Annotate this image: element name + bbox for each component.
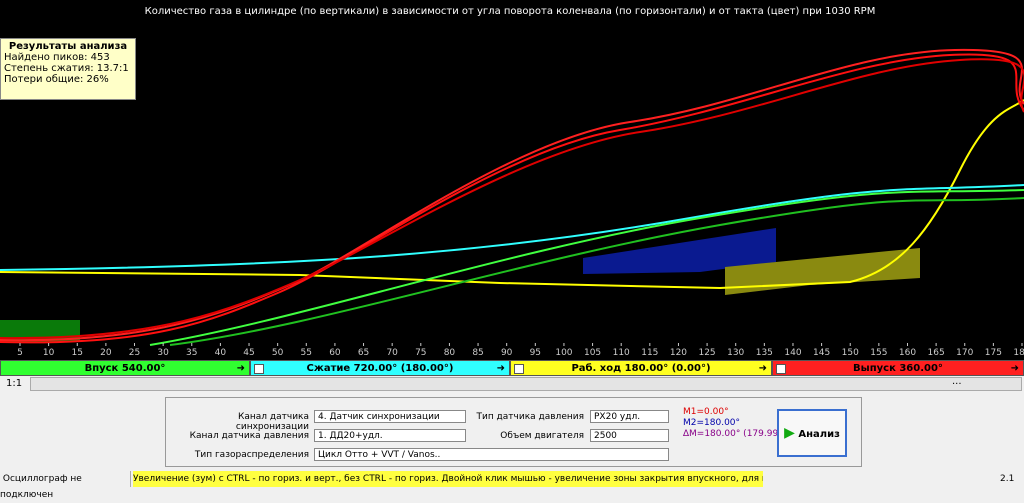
x-tick-label: 80 — [444, 348, 456, 358]
x-tick-label: 65 — [358, 348, 369, 358]
x-tick-label: 135 — [756, 348, 773, 358]
x-tick-label: 5 — [17, 348, 23, 358]
phase-label: Впуск 540.00° — [84, 363, 166, 374]
label: Тип датчика давления — [476, 412, 584, 422]
x-tick-label: 170 — [956, 348, 973, 358]
curve — [0, 53, 1024, 344]
marker: M2=180.00° — [683, 418, 741, 428]
select[interactable]: Цикл Отто + VVT / Vanos.. — [314, 448, 669, 461]
version: 2.1 — [1000, 474, 1015, 484]
analyze-button[interactable]: ▶ Анализ — [777, 409, 847, 457]
x-tick-label: 180 — [1013, 348, 1024, 358]
analysis-line: Найдено пиков: 453 — [4, 52, 110, 63]
x-tick-label: 60 — [329, 348, 341, 358]
x-tick-label: 15 — [72, 348, 83, 358]
label: Тип газораспределения — [194, 450, 309, 460]
x-tick-label: 85 — [472, 348, 483, 358]
status-text: Осциллограф не подключен — [0, 474, 82, 500]
x-tick-label: 165 — [928, 348, 945, 358]
zone — [583, 228, 776, 274]
x-tick-label: 140 — [784, 348, 801, 358]
x-tick-label: 115 — [641, 348, 658, 358]
marker: ∆M=180.00° (179.99°) — [683, 429, 787, 439]
x-tick-label: 25 — [129, 348, 140, 358]
select[interactable]: 1. ДД20+удл. — [314, 429, 466, 442]
phase-tab[interactable]: Сжатие 720.00° (180.00°) ➜ — [250, 360, 510, 376]
label: Канал датчика синхронизации — [235, 412, 309, 432]
x-tick-label: 145 — [813, 348, 830, 358]
phase-tab[interactable]: Раб. ход 180.00° (0.00°) ➜ — [510, 360, 772, 376]
phase-tab[interactable]: Выпуск 360.00° ➜ — [772, 360, 1024, 376]
chart-bg — [0, 0, 1024, 360]
curve — [0, 48, 1024, 342]
curve — [0, 99, 1024, 290]
status-left: Осциллограф не подключен — [0, 471, 131, 500]
x-tick-label: 30 — [157, 348, 169, 358]
x-tick-label: 160 — [899, 348, 916, 358]
phase-label: Сжатие 720.00° (180.00°) — [306, 363, 454, 374]
zone — [725, 248, 920, 295]
x-tick-label: 50 — [272, 348, 284, 358]
x-tick-label: 90 — [501, 348, 513, 358]
curve — [0, 184, 1024, 271]
curve — [169, 197, 1024, 346]
curves — [0, 48, 1024, 346]
select[interactable]: PX20 удл. — [590, 410, 669, 423]
scroll-dots[interactable]: ... — [952, 376, 962, 387]
x-tick-label: 40 — [215, 348, 227, 358]
label: Объем двигателя — [500, 431, 584, 441]
status-hint: Увеличение (зум) с CTRL - по гориз. и ве… — [133, 471, 763, 487]
phase-tab[interactable]: Впуск 540.00° ➜ — [0, 360, 250, 376]
x-tick-label: 175 — [985, 348, 1002, 358]
x-tick-label: 100 — [555, 348, 572, 358]
x-tick-label: 155 — [870, 348, 887, 358]
marker: M1=0.00° — [683, 407, 729, 417]
curve — [149, 189, 1024, 346]
x-tick-label: 130 — [727, 348, 744, 358]
phase-label: Выпуск 360.00° — [853, 363, 943, 374]
x-tick-label: 20 — [100, 348, 112, 358]
x-tick-label: 55 — [301, 348, 312, 358]
x-tick-label: 45 — [243, 348, 254, 358]
x-axis: 5 10 15 20 25 30 35 40 45 50 55 60 65 70 75 80 85 90 95 100… — [17, 343, 1024, 358]
chart: Количество газа в цилиндре (по вертикали… — [0, 0, 1024, 360]
analysis-line: Потери общие: 26% — [4, 74, 109, 85]
x-tick-label: 70 — [386, 348, 398, 358]
label: Канал датчика давления — [189, 431, 309, 441]
x-tick-label: 120 — [670, 348, 687, 358]
analysis-title: Результаты анализа — [8, 41, 128, 52]
x-tick-label: 10 — [43, 348, 55, 358]
scrollbar[interactable] — [30, 377, 1022, 391]
settings-panel: Канал датчика синхронизации 4. Датчик си… — [165, 397, 862, 467]
zoom-label: 1:1 — [6, 378, 23, 389]
button-label: Анализ — [798, 429, 840, 440]
x-tick-label: 110 — [613, 348, 630, 358]
analysis-box: Результаты анализа Найдено пиков: 453 Ст… — [0, 38, 136, 100]
select[interactable]: 2500 — [590, 429, 669, 442]
select[interactable]: 4. Датчик синхронизации — [314, 410, 466, 423]
phase-label: Раб. ход 180.00° (0.00°) — [571, 363, 711, 374]
x-tick-label: 95 — [530, 348, 541, 358]
x-tick-label: 35 — [186, 348, 197, 358]
x-tick-label: 75 — [415, 348, 426, 358]
x-tick-label: 150 — [842, 348, 859, 358]
x-tick-label: 105 — [584, 348, 601, 358]
curve — [0, 58, 1024, 340]
chart-title: Количество газа в цилиндре (по вертикали… — [145, 6, 876, 17]
analysis-line: Степень сжатия: 13.7:1 — [4, 63, 129, 74]
x-tick-label: 125 — [698, 348, 715, 358]
